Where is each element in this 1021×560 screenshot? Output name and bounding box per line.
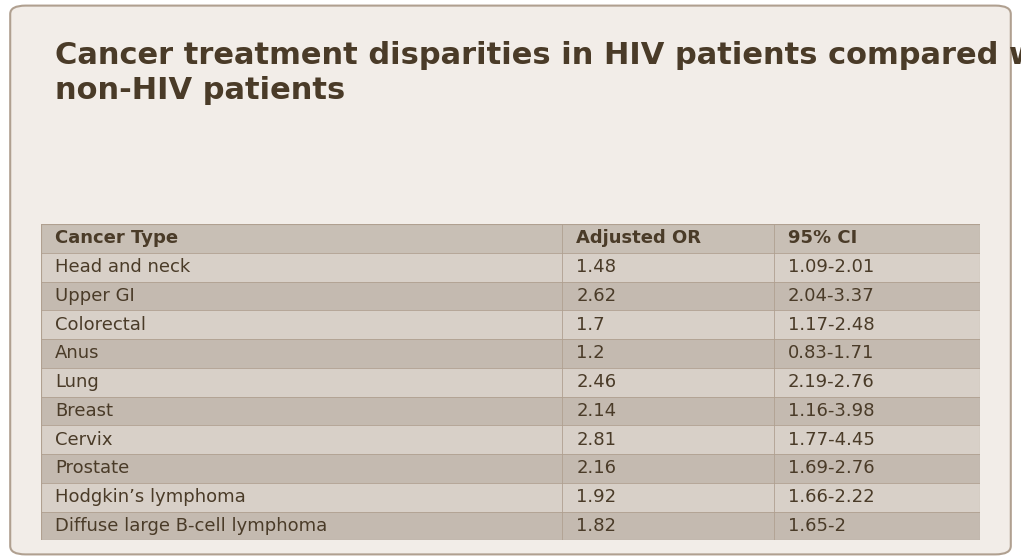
Text: Anus: Anus (55, 344, 99, 362)
Text: 2.81: 2.81 (576, 431, 617, 449)
Text: 2.19-2.76: 2.19-2.76 (787, 373, 874, 391)
Text: Diffuse large B-cell lymphoma: Diffuse large B-cell lymphoma (55, 517, 327, 535)
Text: Lung: Lung (55, 373, 99, 391)
Text: Colorectal: Colorectal (55, 316, 146, 334)
Text: 1.7: 1.7 (576, 316, 604, 334)
Text: 0.83-1.71: 0.83-1.71 (787, 344, 874, 362)
Bar (41, 426, 980, 454)
Text: Breast: Breast (55, 402, 113, 420)
Bar (41, 339, 980, 368)
Text: 1.69-2.76: 1.69-2.76 (787, 460, 874, 478)
Bar (41, 310, 980, 339)
Bar (41, 512, 980, 540)
Text: 1.77-4.45: 1.77-4.45 (787, 431, 874, 449)
Text: 1.09-2.01: 1.09-2.01 (787, 258, 874, 276)
Bar (41, 368, 980, 396)
Text: 1.16-3.98: 1.16-3.98 (787, 402, 874, 420)
Text: Upper GI: Upper GI (55, 287, 135, 305)
Text: Hodgkin’s lymphoma: Hodgkin’s lymphoma (55, 488, 246, 506)
Text: 2.14: 2.14 (576, 402, 617, 420)
Text: Cancer treatment disparities in HIV patients compared with
non-HIV patients: Cancer treatment disparities in HIV pati… (55, 41, 1021, 105)
Text: Cancer Type: Cancer Type (55, 230, 178, 248)
Bar (41, 396, 980, 426)
Text: 1.17-2.48: 1.17-2.48 (787, 316, 874, 334)
Bar (41, 454, 980, 483)
Text: Prostate: Prostate (55, 460, 130, 478)
Text: 2.62: 2.62 (576, 287, 617, 305)
Text: Adjusted OR: Adjusted OR (576, 230, 701, 248)
Text: Head and neck: Head and neck (55, 258, 190, 276)
Text: 1.48: 1.48 (576, 258, 617, 276)
Text: 1.82: 1.82 (576, 517, 617, 535)
Text: 1.2: 1.2 (576, 344, 604, 362)
Text: 2.04-3.37: 2.04-3.37 (787, 287, 874, 305)
Text: 1.65-2: 1.65-2 (787, 517, 845, 535)
Text: 1.92: 1.92 (576, 488, 617, 506)
Bar (41, 282, 980, 310)
Text: 1.66-2.22: 1.66-2.22 (787, 488, 874, 506)
Text: 2.16: 2.16 (576, 460, 617, 478)
Text: 95% CI: 95% CI (787, 230, 857, 248)
Bar (41, 253, 980, 282)
Text: Cervix: Cervix (55, 431, 112, 449)
Bar (41, 483, 980, 512)
Text: 2.46: 2.46 (576, 373, 617, 391)
Bar (41, 224, 980, 253)
